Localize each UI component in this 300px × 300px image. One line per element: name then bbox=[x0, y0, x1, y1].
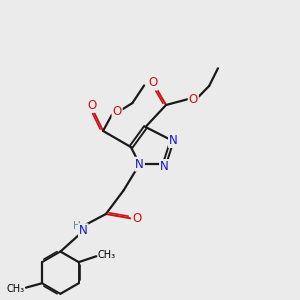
Text: O: O bbox=[148, 76, 158, 89]
Text: N: N bbox=[169, 134, 178, 147]
Text: O: O bbox=[189, 93, 198, 106]
Text: O: O bbox=[132, 212, 141, 225]
Text: O: O bbox=[88, 99, 97, 112]
Text: N: N bbox=[79, 224, 88, 237]
Text: CH₃: CH₃ bbox=[98, 250, 116, 260]
Text: N: N bbox=[160, 160, 169, 173]
Text: H: H bbox=[73, 221, 80, 231]
Text: O: O bbox=[112, 105, 122, 119]
Text: CH₃: CH₃ bbox=[6, 284, 25, 294]
Text: N: N bbox=[135, 158, 144, 171]
